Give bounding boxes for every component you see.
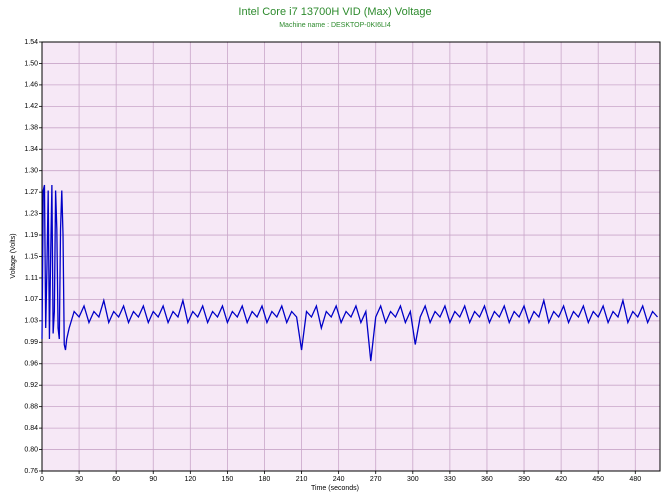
x-axis-title: Time (seconds) <box>311 485 359 492</box>
x-tick-label: 390 <box>518 476 530 483</box>
y-tick-label: 1.34 <box>24 146 38 153</box>
x-tick-label: 270 <box>370 476 382 483</box>
y-tick-label: 0.88 <box>24 403 38 410</box>
y-tick-label: 1.11 <box>25 275 38 282</box>
y-axis-title: Voltage (Volts) <box>10 233 17 278</box>
y-tick-label: 1.07 <box>24 296 38 303</box>
y-tick-label: 0.96 <box>24 361 38 368</box>
y-tick-label: 0.80 <box>24 446 38 453</box>
chart-subtitle: Machine name : DESKTOP-0KI6LI4 <box>279 22 391 29</box>
y-tick-label: 1.27 <box>24 189 38 196</box>
plot-frame <box>41 41 661 472</box>
x-tick-label: 90 <box>149 476 157 483</box>
y-tick-label: 1.15 <box>24 253 38 260</box>
y-tick-label: 1.30 <box>24 168 38 175</box>
x-tick-label: 150 <box>222 476 234 483</box>
x-tick-label: 30 <box>75 476 83 483</box>
x-tick-label: 450 <box>592 476 604 483</box>
y-tick-label: 1.46 <box>24 82 38 89</box>
x-tick-label: 360 <box>481 476 493 483</box>
data-line <box>41 184 659 362</box>
x-tick-label: 480 <box>629 476 641 483</box>
x-tick-label: 60 <box>112 476 120 483</box>
y-tick-label: 1.54 <box>24 39 38 46</box>
y-tick-label: 1.19 <box>24 232 38 239</box>
y-tick-label: 1.38 <box>24 125 38 132</box>
x-tick-label: 240 <box>333 476 345 483</box>
chart-title: Intel Core i7 13700H VID (Max) Voltage <box>238 6 431 18</box>
x-tick-label: 0 <box>40 476 44 483</box>
y-tick-label: 1.42 <box>24 103 38 110</box>
y-tick-label: 1.50 <box>24 60 38 67</box>
x-tick-label: 210 <box>296 476 308 483</box>
x-tick-label: 420 <box>555 476 567 483</box>
x-tick-label: 120 <box>184 476 196 483</box>
x-tick-label: 330 <box>444 476 456 483</box>
y-tick-label: 1.03 <box>24 318 38 325</box>
y-tick-label: 0.92 <box>24 382 38 389</box>
y-tick-label: 0.76 <box>24 468 38 475</box>
x-tick-label: 300 <box>407 476 419 483</box>
y-tick-label: 1.23 <box>24 210 38 217</box>
y-tick-label: 0.99 <box>24 339 38 346</box>
y-tick-label: 0.84 <box>24 425 38 432</box>
x-tick-label: 180 <box>259 476 271 483</box>
